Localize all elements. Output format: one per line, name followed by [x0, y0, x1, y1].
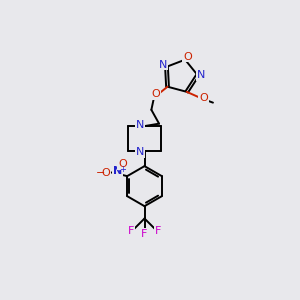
- Text: +: +: [119, 166, 126, 175]
- Text: O: O: [152, 88, 160, 99]
- Text: O: O: [183, 52, 192, 61]
- Text: F: F: [128, 226, 134, 236]
- Text: O: O: [199, 93, 208, 103]
- Text: F: F: [141, 229, 148, 239]
- Text: N: N: [158, 59, 167, 70]
- Text: −: −: [96, 168, 106, 178]
- Text: F: F: [155, 226, 162, 236]
- Text: O: O: [101, 168, 110, 178]
- Text: N: N: [136, 147, 144, 157]
- Text: N: N: [113, 166, 123, 176]
- Text: N: N: [136, 119, 144, 130]
- Text: O: O: [118, 159, 127, 169]
- Text: N: N: [197, 70, 206, 80]
